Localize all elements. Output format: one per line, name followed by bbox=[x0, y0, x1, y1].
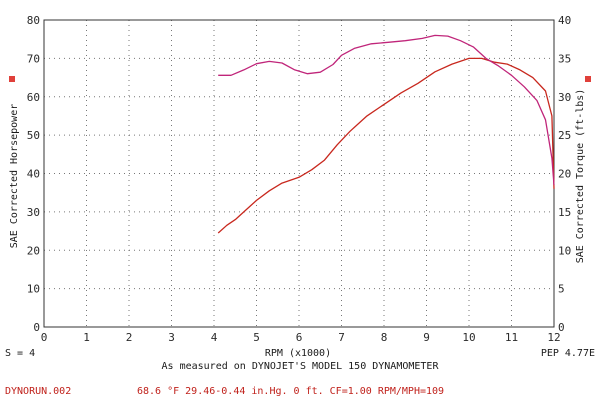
y-right-axis-title: SAE Corrected Torque (ft-lbs) bbox=[575, 89, 586, 264]
run-file-name: DYNORUN.002 bbox=[5, 386, 71, 397]
x-tick-label: 3 bbox=[168, 331, 175, 344]
x-tick-label: 4 bbox=[211, 331, 218, 344]
x-axis-title: RPM (x1000) bbox=[265, 348, 331, 359]
y-left-axis-title: SAE Corrected Horsepower bbox=[9, 104, 20, 249]
run-conditions: 68.6 °F 29.46-0.44 in.Hg. 0 ft. CF=1.00 … bbox=[137, 386, 444, 397]
smoothing-label: S = 4 bbox=[5, 348, 35, 359]
dyno-note: As measured on DYNOJET'S MODEL 150 DYNAM… bbox=[162, 361, 440, 372]
y-right-tick-label: 0 bbox=[558, 321, 565, 334]
x-tick-label: 10 bbox=[462, 331, 475, 344]
y-right-tick-label: 15 bbox=[558, 206, 571, 219]
pep-label: PEP 4.77E bbox=[541, 348, 595, 359]
y-right-tick-label: 5 bbox=[558, 283, 565, 296]
x-tick-label: 5 bbox=[253, 331, 260, 344]
x-tick-label: 8 bbox=[381, 331, 388, 344]
y-right-tick-label: 25 bbox=[558, 129, 571, 142]
x-tick-label: 6 bbox=[296, 331, 303, 344]
y-right-tick-label: 30 bbox=[558, 91, 571, 104]
y-left-tick-label: 60 bbox=[27, 91, 40, 104]
tick-labels: 0 1 2 3 4 5 6 7 8 9 10 11 12010203040506070800510152… bbox=[27, 14, 572, 344]
y-left-tick-label: 20 bbox=[27, 244, 40, 257]
torque-line bbox=[218, 34, 555, 186]
x-tick-label: 2 bbox=[126, 331, 133, 344]
x-tick-label: 1 bbox=[83, 331, 90, 344]
grid bbox=[43, 19, 555, 328]
x-tick-label: 11 bbox=[505, 331, 518, 344]
y-left-tick-label: 70 bbox=[27, 52, 40, 65]
y-left-tick-label: 50 bbox=[27, 129, 40, 142]
y-left-tick-label: 80 bbox=[27, 14, 40, 27]
torque-legend-marker bbox=[585, 76, 591, 82]
y-left-tick-label: 30 bbox=[27, 206, 40, 219]
x-tick-label: 9 bbox=[423, 331, 430, 344]
y-right-tick-label: 35 bbox=[558, 52, 571, 65]
y-left-tick-label: 40 bbox=[27, 168, 40, 181]
y-right-tick-label: 10 bbox=[558, 244, 571, 257]
y-right-tick-label: 20 bbox=[558, 168, 571, 181]
x-tick-label: 0 bbox=[41, 331, 48, 344]
x-tick-label: 12 bbox=[547, 331, 560, 344]
y-left-tick-label: 10 bbox=[27, 283, 40, 296]
y-left-tick-label: 0 bbox=[33, 321, 40, 334]
x-tick-label: 7 bbox=[338, 331, 345, 344]
series-lines bbox=[217, 34, 555, 234]
horsepower-legend-marker bbox=[9, 76, 15, 82]
horsepower-line bbox=[217, 57, 555, 234]
y-right-tick-label: 40 bbox=[558, 14, 571, 27]
